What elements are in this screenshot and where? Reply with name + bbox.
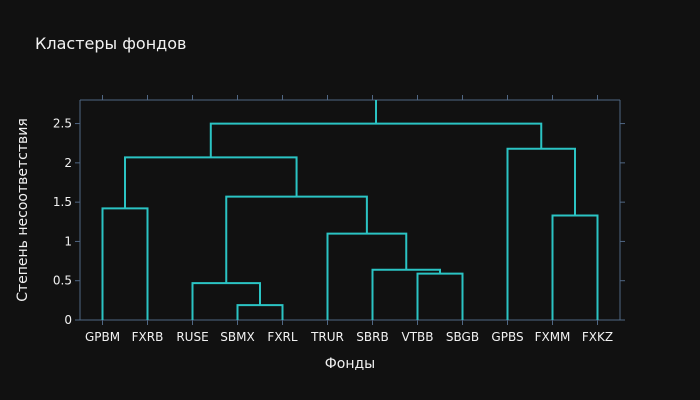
y-tick-label: 1.5 bbox=[53, 195, 72, 209]
leaf-label: FXRB bbox=[132, 330, 164, 344]
leaf-label: SBMX bbox=[220, 330, 254, 344]
dendrogram-link bbox=[551, 214, 599, 320]
y-tick-label: 2 bbox=[64, 156, 72, 170]
y-tick-label: 0.5 bbox=[53, 274, 72, 288]
leaf-label: GPBM bbox=[85, 330, 120, 344]
leaf-label: GPBS bbox=[491, 330, 523, 344]
leaf-label: FXMM bbox=[535, 330, 571, 344]
x-axis-label: Фонды bbox=[325, 356, 376, 372]
leaf-label: FXRL bbox=[267, 330, 297, 344]
leaf-label: VTBB bbox=[401, 330, 433, 344]
dendrogram-link bbox=[236, 304, 284, 320]
dendrogram-link bbox=[124, 156, 298, 209]
leaf-label: SBGB bbox=[446, 330, 479, 344]
dendrogram-link bbox=[225, 195, 368, 284]
y-tick-label: 1 bbox=[64, 234, 72, 248]
dendrogram-link bbox=[506, 147, 576, 320]
dendrogram-link bbox=[101, 207, 149, 320]
y-tick-label: 2.5 bbox=[53, 117, 72, 131]
y-tick-label: 0 bbox=[64, 313, 72, 327]
dendrogram-link bbox=[191, 282, 261, 320]
dendrogram-link bbox=[416, 272, 464, 320]
leaf-label: SBRB bbox=[356, 330, 388, 344]
leaf-label: RUSE bbox=[176, 330, 208, 344]
dendrogram-link bbox=[209, 122, 543, 158]
leaf-label: FXKZ bbox=[582, 330, 613, 344]
dendrogram-link bbox=[326, 232, 408, 320]
dendrogram-link bbox=[371, 268, 441, 320]
y-axis-label: Степень несоответствия bbox=[15, 118, 31, 302]
leaf-label: TRUR bbox=[310, 330, 344, 344]
chart-title: Кластеры фондов bbox=[35, 34, 187, 53]
